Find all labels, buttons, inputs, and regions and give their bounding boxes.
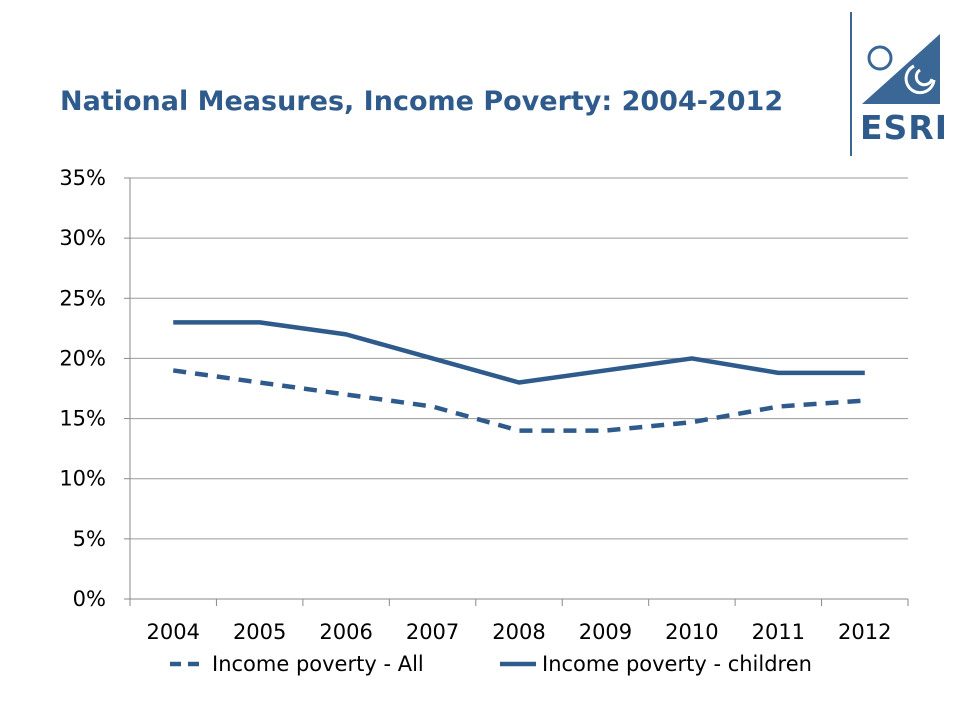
esri-logo-icon: [862, 34, 940, 104]
y-tick-label: 0%: [73, 587, 106, 611]
y-tick-label: 10%: [59, 467, 106, 491]
x-tick-label: 2008: [492, 620, 545, 644]
x-tick-label: 2004: [146, 620, 199, 644]
x-tick-label: 2007: [406, 620, 459, 644]
y-axis-labels: 0% 5% 10% 15% 20% 25% 30% 35%: [59, 166, 106, 611]
logo-divider: [850, 12, 852, 156]
chart-gridlines: [130, 177, 908, 540]
legend-label-1: Income poverty - All: [212, 652, 424, 676]
series-line-1: [172, 368, 865, 433]
chart-axes: [124, 177, 909, 606]
y-tick-label: 15%: [59, 407, 106, 431]
x-tick-label: 2011: [752, 620, 805, 644]
x-tick-label: 2010: [665, 620, 718, 644]
y-tick-label: 35%: [59, 166, 106, 190]
x-tick-label: 2006: [319, 620, 372, 644]
y-tick-label: 20%: [59, 346, 106, 370]
series-line-2: [173, 320, 865, 385]
logo-text: ESRI: [860, 108, 948, 147]
chart-legend: Income poverty - All Income poverty - chi…: [170, 652, 812, 676]
y-tick-label: 5%: [73, 527, 106, 551]
chart-series: [172, 320, 865, 433]
y-tick-label: 25%: [59, 286, 106, 310]
y-tick-label: 30%: [59, 226, 106, 250]
x-tick-label: 2012: [838, 620, 891, 644]
x-axis-labels: 2004 2005 2006 2007 2008 2009 2010 2011 2012: [146, 620, 891, 644]
x-tick-label: 2009: [579, 620, 632, 644]
x-tick-label: 2005: [233, 620, 286, 644]
slide-title: National Measures, Income Poverty: 2004-…: [60, 86, 784, 117]
legend-label-2: Income poverty - children: [542, 652, 812, 676]
